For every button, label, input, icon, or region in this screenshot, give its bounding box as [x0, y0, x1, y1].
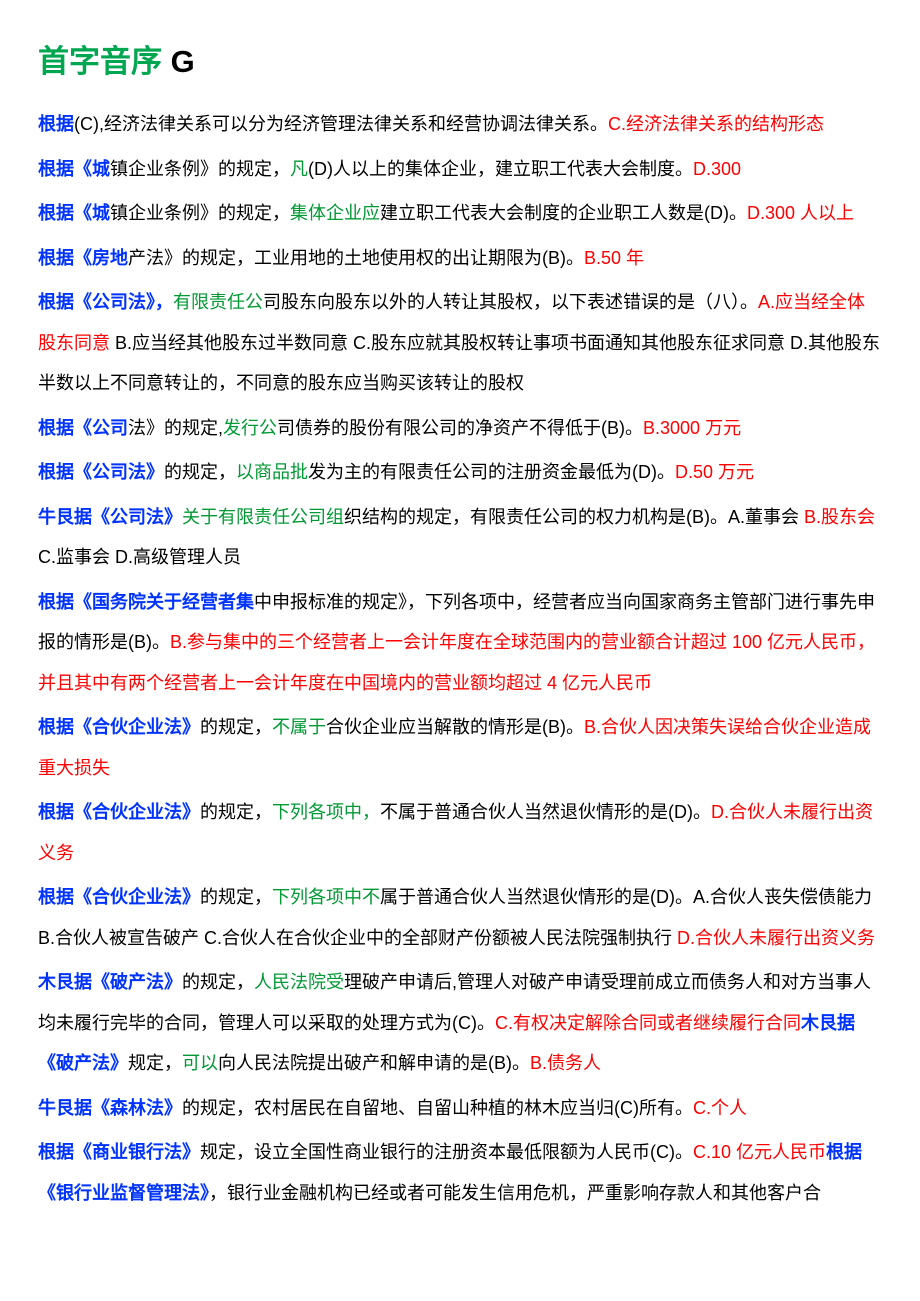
text-segment: C.有权决定解除合同或者继续履行合同 [495, 1013, 801, 1033]
text-segment: 根据《合伙企业法》 [38, 887, 200, 907]
text-segment: 根据《公司法》 [38, 462, 164, 482]
title-letter: G [162, 44, 195, 79]
text-segment: 规定， [128, 1053, 182, 1073]
text-segment: 有限责任公 [173, 292, 263, 312]
text-segment: 产法》的规定，工业用地的土地使用权的出让期限为(B)。 [128, 248, 584, 268]
text-segment: 的规定， [200, 802, 272, 822]
text-segment: 的规定， [200, 887, 272, 907]
text-segment: 凡 [290, 159, 308, 179]
text-segment: 可以 [182, 1053, 218, 1073]
paragraph: 根据《合伙企业法》的规定，下列各项中不属于普通合伙人当然退伙情形的是(D)。A.… [38, 877, 882, 958]
paragraph: 根据《合伙企业法》的规定，不属于合伙企业应当解散的情形是(B)。B.合伙人因决策… [38, 707, 882, 788]
text-segment: 建立职工代表大会制度的企业职工人数是(D)。 [380, 203, 747, 223]
text-segment: 根据《合伙企业法》 [38, 802, 200, 822]
text-segment: B.3000 万元 [643, 418, 741, 438]
text-segment: C.10 亿元人民币 [693, 1142, 826, 1162]
text-segment: 人民法院受 [254, 972, 344, 992]
title-green: 首字音序 [38, 44, 162, 79]
text-segment: 以商品批 [236, 462, 308, 482]
paragraph: 根据《公司法》的规定,发行公司债券的股份有限公司的净资产不得低于(B)。B.30… [38, 408, 882, 449]
text-segment: B.应当经其他股东过半数同意 C.股东应就其股权转让事项书面通知其他股东征求同意… [38, 333, 880, 394]
paragraph: 根据《公司法》的规定，以商品批发为主的有限责任公司的注册资金最低为(D)。D.5… [38, 452, 882, 493]
text-segment: 牛艮据《公司法》 [38, 507, 182, 527]
text-segment: 根据《房地 [38, 248, 128, 268]
text-segment: D.50 万元 [675, 462, 754, 482]
text-segment: C.监事会 D.高级管理人员 [38, 547, 241, 567]
paragraph: 根据《合伙企业法》的规定，下列各项中，不属于普通合伙人当然退伙情形的是(D)。D… [38, 792, 882, 873]
text-segment: (C),经济法律关系可以分为经济管理法律关系和经营协调法律关系。 [74, 114, 608, 134]
text-segment: 司股东向股东以外的人转让其股权，以下表述错误的是（八）。 [263, 292, 758, 312]
text-segment: B.债务人 [530, 1053, 601, 1073]
paragraph: 根据《房地产法》的规定，工业用地的土地使用权的出让期限为(B)。B.50 年 [38, 238, 882, 279]
text-segment: 根据《商业银行法》 [38, 1142, 200, 1162]
text-segment: D.300 [693, 159, 741, 179]
text-segment: 根据《公司法》， [38, 292, 173, 312]
paragraph: 根据(C),经济法律关系可以分为经济管理法律关系和经营协调法律关系。C.经济法律… [38, 104, 882, 145]
page-title: 首字音序 G [38, 42, 882, 82]
text-segment: (D)人以上的集体企业，建立职工代表大会制度。 [308, 159, 693, 179]
text-segment: D.300 人以上 [747, 203, 854, 223]
text-segment: 的规定， [164, 462, 236, 482]
paragraph: 根据《国务院关于经营者集中申报标准的规定》，下列各项中，经营者应当向国家商务主管… [38, 582, 882, 704]
paragraph: 根据《商业银行法》规定，设立全国性商业银行的注册资本最低限额为人民币(C)。C.… [38, 1132, 882, 1213]
paragraph: 根据《城镇企业条例》的规定，凡(D)人以上的集体企业，建立职工代表大会制度。D.… [38, 149, 882, 190]
text-segment: 牛艮据《森林法》 [38, 1098, 182, 1118]
text-segment: 镇企业条例》的规定， [110, 159, 290, 179]
text-segment: 合伙企业应当解散的情形是(B)。 [326, 717, 584, 737]
text-segment: 下列各项中不 [272, 887, 380, 907]
text-segment: 司债券的股份有限公司的净资产不得低于(B)。 [277, 418, 643, 438]
paragraph: 牛艮据《森林法》的规定，农村居民在自留地、自留山种植的林木应当归(C)所有。C.… [38, 1088, 882, 1129]
paragraph: 牛艮据《公司法》关于有限责任公司组织结构的规定，有限责任公司的权力机构是(B)。… [38, 497, 882, 578]
text-segment: 镇企业条例》的规定， [110, 203, 290, 223]
text-segment: ，银行业金融机构已经或者可能发生信用危机，严重影响存款人和其他客户合 [209, 1183, 821, 1203]
text-segment: 法》的规定, [128, 418, 223, 438]
text-segment: 根据 [38, 114, 74, 134]
text-segment: 不属于 [272, 717, 326, 737]
text-segment: 下列各项中， [272, 802, 380, 822]
text-segment: 根据《公司 [38, 418, 128, 438]
text-segment: 发为主的有限责任公司的注册资金最低为(D)。 [308, 462, 675, 482]
content-body: 根据(C),经济法律关系可以分为经济管理法律关系和经营协调法律关系。C.经济法律… [38, 104, 882, 1213]
text-segment: 不属于普通合伙人当然退伙情形的是(D)。 [380, 802, 711, 822]
text-segment: 集体企业应 [290, 203, 380, 223]
text-segment: 织结构的规定，有限责任公司的权力机构是(B)。A.董事会 [344, 507, 804, 527]
text-segment: B.50 年 [584, 248, 644, 268]
text-segment: B.股东会 [804, 507, 875, 527]
paragraph: 根据《公司法》，有限责任公司股东向股东以外的人转让其股权，以下表述错误的是（八）… [38, 282, 882, 404]
text-segment: C.个人 [693, 1098, 747, 1118]
paragraph: 根据《城镇企业条例》的规定，集体企业应建立职工代表大会制度的企业职工人数是(D)… [38, 193, 882, 234]
text-segment: 根据《城 [38, 159, 110, 179]
text-segment: 的规定， [200, 717, 272, 737]
text-segment: 根据《国务院关于经营者集 [38, 592, 254, 612]
text-segment: C.经济法律关系的结构形态 [608, 114, 824, 134]
text-segment: D.合伙人未履行出资义务 [677, 928, 875, 948]
text-segment: 根据《城 [38, 203, 110, 223]
paragraph: 木艮据《破产法》的规定，人民法院受理破产申请后,管理人对破产申请受理前成立而债务… [38, 962, 882, 1084]
text-segment: 的规定，农村居民在自留地、自留山种植的林木应当归(C)所有。 [182, 1098, 693, 1118]
text-segment: 的规定， [182, 972, 254, 992]
text-segment: 向人民法院提出破产和解申请的是(B)。 [218, 1053, 530, 1073]
text-segment: 规定，设立全国性商业银行的注册资本最低限额为人民币(C)。 [200, 1142, 693, 1162]
text-segment: 木艮据《破产法》 [38, 972, 182, 992]
text-segment: 根据《合伙企业法》 [38, 717, 200, 737]
text-segment: 关于有限责任公司组 [182, 507, 344, 527]
text-segment: 发行公 [223, 418, 277, 438]
